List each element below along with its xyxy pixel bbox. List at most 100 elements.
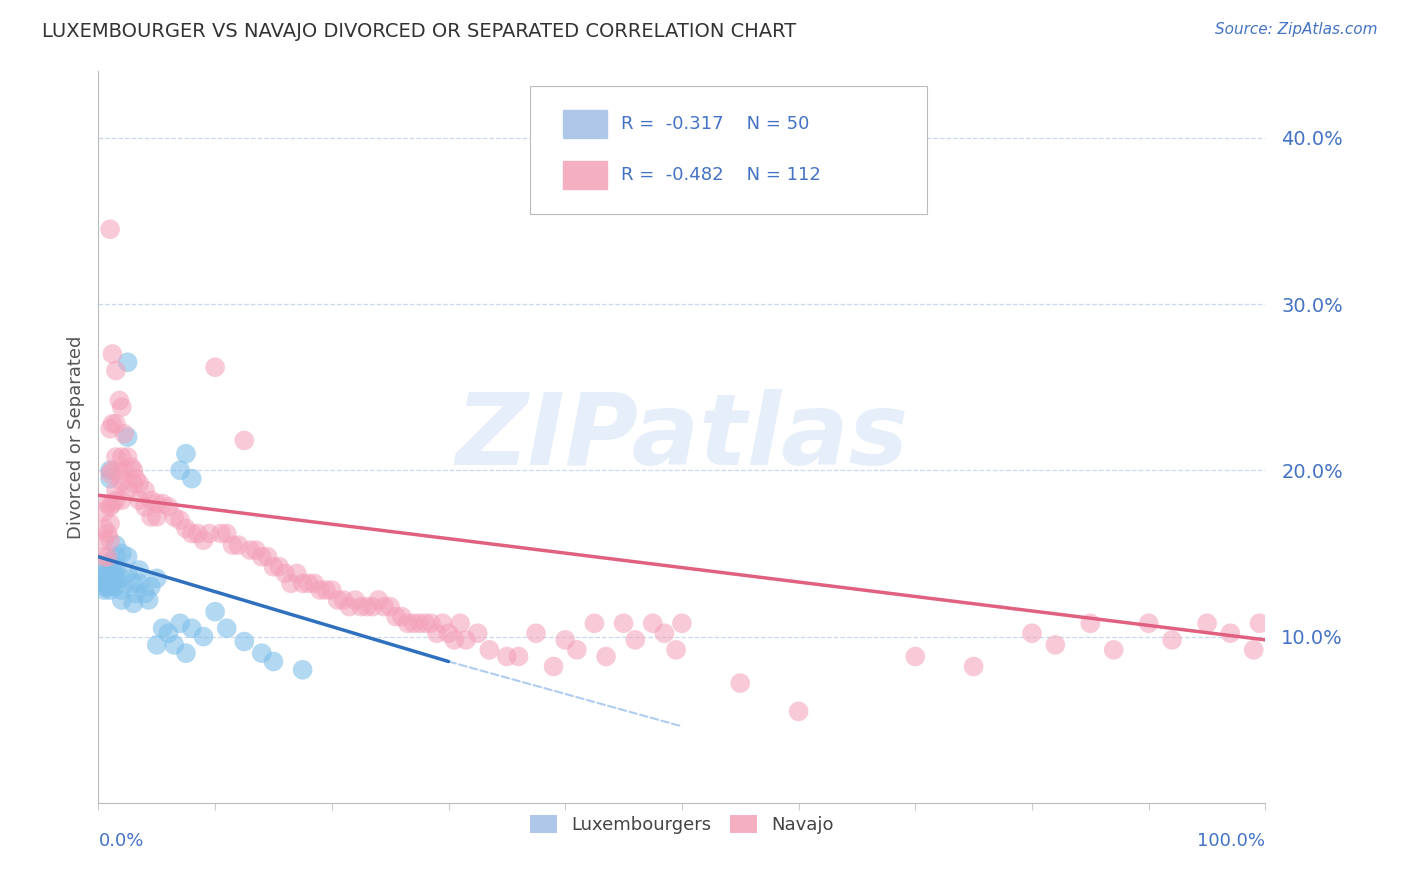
Point [467, 626, 489, 640]
Point [111, 493, 134, 508]
Point [101, 347, 124, 361]
Point [654, 626, 676, 640]
Point [204, 360, 226, 375]
Point [262, 655, 284, 669]
Point [93, 574, 115, 589]
Point [1219, 626, 1241, 640]
Point [117, 450, 139, 464]
Legend: Luxembourgers, Navajo: Luxembourgers, Navajo [523, 807, 841, 841]
Point [139, 493, 162, 508]
Text: LUXEMBOURGER VS NAVAJO DIVORCED OR SEPARATED CORRELATION CHART: LUXEMBOURGER VS NAVAJO DIVORCED OR SEPAR… [42, 22, 796, 41]
Point [239, 543, 262, 558]
Point [146, 497, 169, 511]
Point [228, 538, 250, 552]
Point [98, 571, 121, 585]
Point [426, 626, 449, 640]
Point [104, 563, 127, 577]
Point [508, 649, 530, 664]
Point [117, 430, 139, 444]
Point [262, 559, 284, 574]
Point [437, 626, 460, 640]
Point [432, 616, 454, 631]
Point [146, 638, 169, 652]
Point [274, 566, 297, 581]
Point [730, 676, 752, 690]
Point [250, 646, 273, 660]
Point [180, 621, 202, 635]
Point [641, 616, 664, 631]
Point [111, 593, 134, 607]
Point [380, 599, 402, 614]
Point [152, 497, 174, 511]
Point [332, 593, 354, 607]
Point [291, 663, 314, 677]
Point [138, 593, 160, 607]
Point [204, 605, 226, 619]
Point [209, 526, 232, 541]
Point [221, 538, 243, 552]
Point [120, 460, 142, 475]
Point [111, 400, 134, 414]
Point [146, 571, 169, 585]
Point [112, 463, 135, 477]
Point [280, 576, 302, 591]
Point [449, 616, 471, 631]
Point [291, 576, 314, 591]
Point [97, 549, 120, 564]
Point [250, 549, 273, 564]
Point [97, 497, 120, 511]
Point [122, 476, 145, 491]
Point [304, 576, 326, 591]
Point [1102, 643, 1125, 657]
Point [1243, 643, 1265, 657]
Point [169, 616, 191, 631]
Point [93, 559, 115, 574]
Point [111, 475, 134, 489]
Point [101, 463, 124, 477]
Point [111, 582, 134, 597]
Point [122, 596, 145, 610]
Point [98, 463, 121, 477]
Point [361, 599, 384, 614]
Point [193, 630, 215, 644]
Point [93, 521, 115, 535]
Point [962, 659, 984, 673]
Point [478, 643, 501, 657]
Point [117, 355, 139, 369]
Point [233, 634, 256, 648]
Point [122, 463, 145, 477]
Point [125, 586, 148, 600]
Point [496, 649, 519, 664]
Point [367, 593, 389, 607]
Point [111, 571, 134, 585]
Point [104, 483, 127, 498]
Point [583, 616, 606, 631]
Point [104, 571, 127, 585]
Point [163, 509, 186, 524]
Point [174, 646, 197, 660]
Point [215, 621, 238, 635]
Point [98, 222, 121, 236]
Text: R =  -0.317    N = 50: R = -0.317 N = 50 [621, 115, 810, 133]
Point [98, 422, 121, 436]
Point [93, 505, 115, 519]
Point [315, 582, 337, 597]
Point [93, 549, 115, 564]
Point [98, 467, 121, 481]
Text: ZIPatlas: ZIPatlas [456, 389, 908, 485]
Point [169, 513, 191, 527]
Point [595, 649, 617, 664]
Point [245, 543, 267, 558]
Point [215, 526, 238, 541]
Point [554, 632, 576, 647]
Point [396, 616, 419, 631]
Point [134, 500, 156, 514]
Point [180, 472, 202, 486]
Point [413, 616, 436, 631]
Point [98, 500, 121, 514]
Point [787, 705, 810, 719]
Point [98, 516, 121, 531]
Point [101, 558, 124, 573]
Point [233, 434, 256, 448]
Point [1137, 616, 1160, 631]
